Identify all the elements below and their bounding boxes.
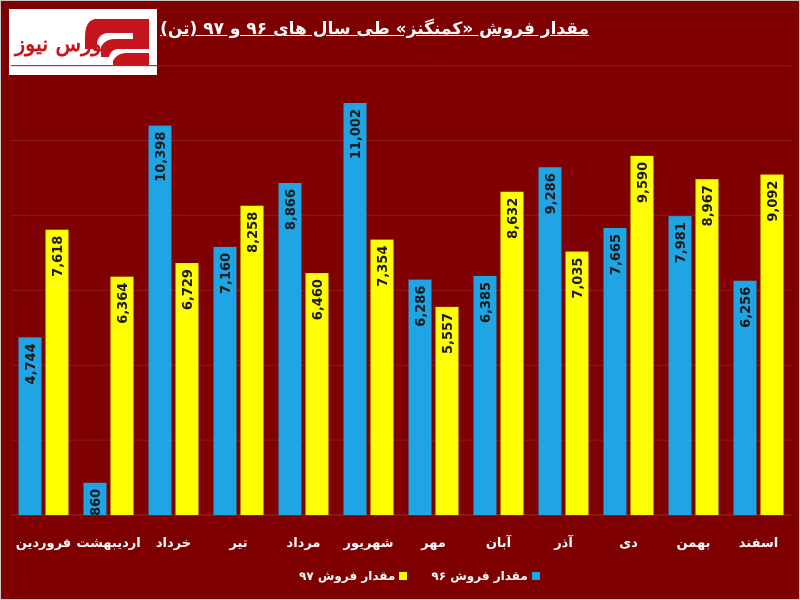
data-label-97: 9,590 (636, 162, 651, 203)
x-tick-label: مرداد (287, 536, 321, 551)
bar-96 (473, 275, 497, 515)
x-tick-label: مهر (420, 536, 446, 551)
bar-97 (240, 205, 264, 515)
x-tick-label: آذر (553, 534, 573, 551)
x-tick-label: اردیبهشت (76, 536, 140, 551)
data-label-97: 6,729 (181, 269, 196, 310)
bar-97 (175, 263, 199, 515)
data-label-97: 5,557 (441, 313, 456, 354)
bar-97 (565, 251, 589, 515)
x-tick-label: بهمن (677, 536, 711, 551)
legend-label-96: مقدار فروش ۹۶ (431, 569, 528, 583)
data-label-97: 7,618 (51, 236, 66, 277)
legend-item-97: مقدار فروش ۹۷ (299, 569, 408, 583)
legend-item-96: مقدار فروش ۹۶ (431, 569, 540, 583)
bar-97 (435, 306, 459, 515)
data-label-96: 9,286 (544, 173, 559, 214)
data-label-96: 7,160 (219, 253, 234, 294)
x-tick-label: شهریور (343, 536, 394, 551)
x-tick-label: دی (619, 536, 638, 551)
bar-96 (83, 482, 107, 515)
data-label-96: 860 (89, 489, 104, 516)
bar-97 (370, 239, 394, 515)
x-tick-label: اسفند (739, 536, 778, 551)
bar-97 (110, 276, 134, 515)
data-label-97: 6,364 (116, 283, 131, 324)
bar-97 (500, 191, 524, 515)
data-label-96: 6,286 (414, 286, 429, 327)
data-label-97: 7,035 (571, 258, 586, 299)
x-tick-label: خرداد (156, 536, 191, 551)
bar-97 (630, 155, 654, 515)
bar-96 (603, 227, 627, 515)
bar-97 (760, 174, 784, 515)
data-label-97: 7,354 (376, 246, 391, 287)
data-label-96: 6,385 (479, 282, 494, 323)
bar-96 (18, 337, 42, 515)
chart-title: مقدار فروش «کمنگنز» طی سال های ۹۶ و ۹۷ (… (160, 19, 589, 39)
legend: مقدار فروش ۹۶ مقدار فروش ۹۷ (299, 569, 540, 583)
legend-swatch-96 (531, 572, 540, 580)
legend-label-97: مقدار فروش ۹۷ (299, 569, 396, 583)
logo-text: بورس نیوز (15, 31, 108, 56)
data-label-97: 6,460 (311, 279, 326, 320)
data-label-96: 7,981 (674, 222, 689, 263)
data-label-97: 8,967 (701, 185, 716, 226)
data-label-96: 6,256 (739, 287, 754, 328)
legend-swatch-97 (399, 572, 408, 580)
bar-97 (305, 273, 329, 515)
x-tick-label: تیر (228, 536, 247, 551)
data-label-97: 9,092 (766, 181, 781, 222)
data-label-96: 10,398 (154, 132, 169, 182)
bar-96 (538, 167, 562, 515)
logo: بورس نیوز (9, 9, 157, 75)
bar-96 (148, 125, 172, 515)
bar-96 (278, 182, 302, 515)
bar-96 (343, 103, 367, 515)
data-label-97: 8,258 (246, 212, 261, 253)
bar-96 (213, 246, 237, 515)
bar-96 (733, 280, 757, 515)
logo-mark (85, 19, 149, 65)
data-label-96: 7,665 (609, 234, 624, 275)
data-label-96: 8,866 (284, 189, 299, 230)
bar-96 (668, 216, 692, 515)
data-label-97: 8,632 (506, 198, 521, 239)
bar-96 (408, 279, 432, 515)
bar-97 (695, 179, 719, 515)
x-tick-label: آبان (486, 534, 512, 551)
data-label-96: 11,002 (349, 109, 364, 159)
bar-97 (45, 229, 69, 515)
x-tick-label: فروردین (16, 536, 71, 551)
data-label-96: 4,744 (24, 343, 39, 384)
